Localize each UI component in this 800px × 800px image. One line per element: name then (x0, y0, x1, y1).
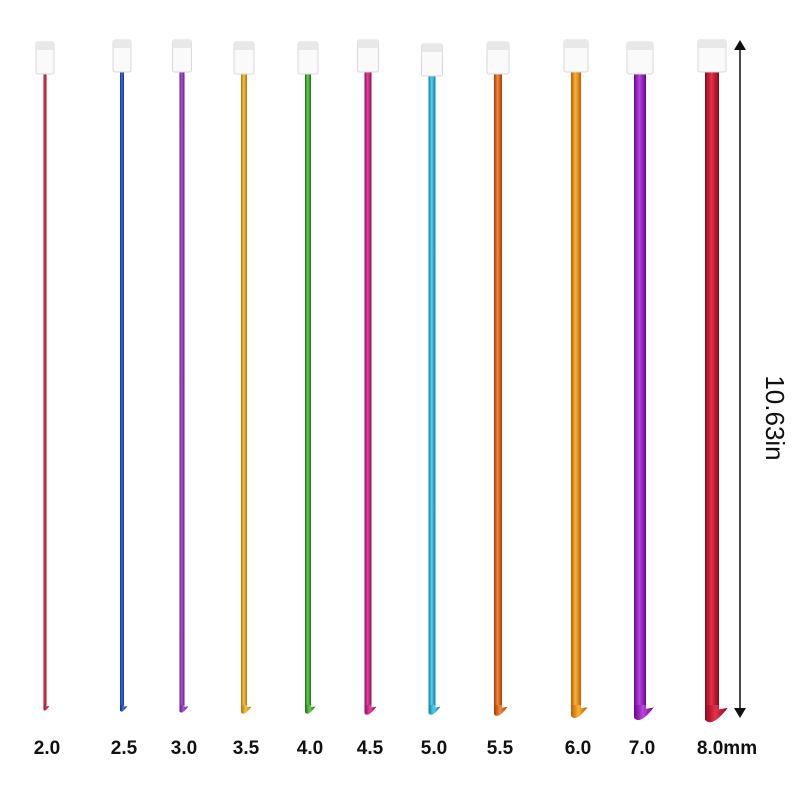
size-label: 2.5 (111, 738, 138, 759)
hook-tip (428, 705, 441, 715)
hook-shaft (364, 72, 372, 705)
cap-shade (421, 44, 443, 52)
size-label: 7.0 (629, 738, 655, 759)
cap-shade (172, 40, 192, 48)
size-label: 5.5 (487, 738, 514, 759)
hook-tip (634, 705, 654, 721)
size-label: 6.0 (565, 738, 591, 759)
size-labels: 2.0 2.5 3.0 3.5 4.0 4.5 5.0 5.5 6.0 7.0 8.0mm (34, 738, 757, 759)
hook-tip (571, 705, 588, 718)
cap-shade (234, 42, 254, 50)
measurement: 10.63in (734, 40, 790, 718)
size-label: 4.0 (297, 738, 323, 759)
hook-shaft (494, 74, 502, 705)
cap-shade (357, 40, 379, 48)
hook-tip (705, 705, 728, 723)
hook-shaft (120, 72, 124, 705)
hook-tip (364, 705, 377, 715)
size-label: 3.5 (233, 738, 260, 759)
cap-shade (487, 42, 509, 50)
length-label: 10.63in (760, 375, 790, 460)
hook-tip (120, 705, 128, 712)
size-label: 8.0mm (697, 738, 757, 759)
hook-tip (494, 705, 508, 716)
cap-shade (564, 40, 588, 48)
hook-shaft (705, 72, 719, 705)
hook-shaft (571, 72, 581, 705)
hook-tip (241, 705, 252, 714)
hook-tip (179, 705, 189, 713)
size-label: 5.0 (421, 738, 447, 759)
hook-shaft (305, 74, 311, 705)
cap-shade (298, 42, 318, 50)
hook-shaft (43, 74, 47, 705)
size-label: 2.0 (34, 738, 60, 759)
hook-tip (305, 705, 316, 714)
hooks (35, 39, 728, 723)
arrow-bottom (734, 708, 746, 718)
size-label: 4.5 (357, 738, 384, 759)
hook-shaft (179, 72, 185, 705)
hook-shaft (428, 76, 436, 705)
cap-shade (36, 42, 54, 50)
cap-shade (698, 40, 726, 48)
arrow-top (734, 40, 746, 50)
cap-shade (627, 42, 653, 50)
hook-tip (43, 705, 50, 711)
cap-shade (113, 40, 131, 48)
hook-shaft (241, 74, 247, 705)
hook-shaft (634, 74, 646, 705)
size-label: 3.0 (171, 738, 197, 759)
